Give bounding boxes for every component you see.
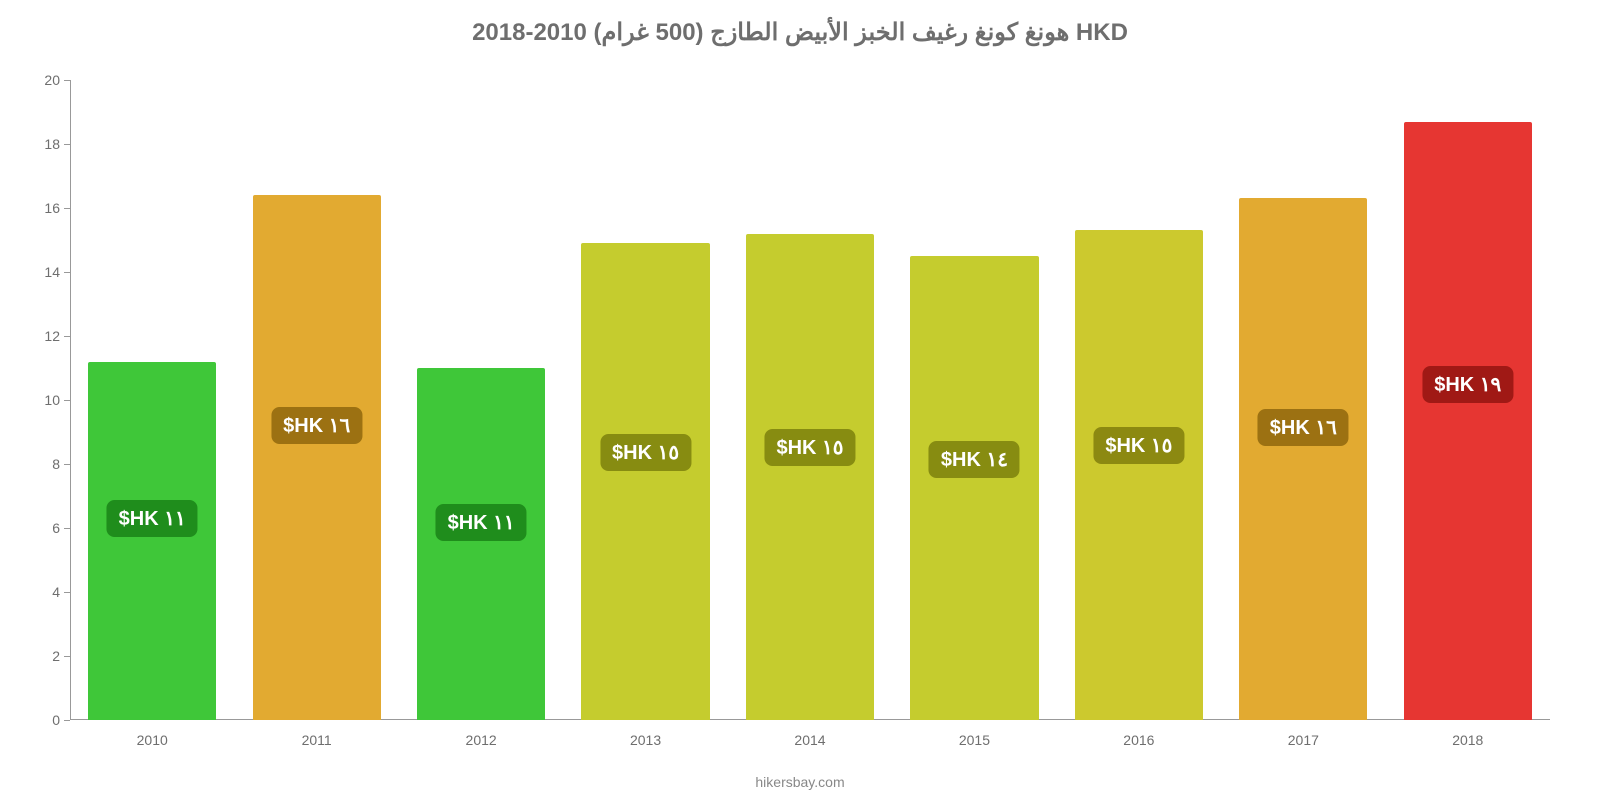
xtick-label: 2015 bbox=[959, 732, 990, 748]
bar: ١٥ HK$ bbox=[1075, 230, 1203, 720]
ytick-label: 16 bbox=[30, 200, 60, 216]
ytick-mark bbox=[64, 144, 70, 145]
ytick-label: 4 bbox=[30, 584, 60, 600]
bar: ١١ HK$ bbox=[417, 368, 545, 720]
xtick-label: 2010 bbox=[137, 732, 168, 748]
bar-value-label: ١١ HK$ bbox=[107, 500, 198, 537]
chart-title: هونغ كونغ رغيف الخبز الأبيض الطازج (500 … bbox=[0, 18, 1600, 47]
xtick-label: 2011 bbox=[302, 732, 332, 748]
ytick-mark bbox=[64, 272, 70, 273]
bar-value-label: ١٥ HK$ bbox=[600, 434, 691, 471]
bar-value-label: ١٥ HK$ bbox=[764, 429, 855, 466]
bar: ١١ HK$ bbox=[88, 362, 216, 720]
ytick-mark bbox=[64, 464, 70, 465]
ytick-mark bbox=[64, 80, 70, 81]
bar: ١٥ HK$ bbox=[746, 234, 874, 720]
bar-value-label: ١١ HK$ bbox=[436, 504, 527, 541]
xtick-label: 2013 bbox=[630, 732, 661, 748]
ytick-label: 14 bbox=[30, 264, 60, 280]
ytick-mark bbox=[64, 528, 70, 529]
xtick-label: 2017 bbox=[1288, 732, 1319, 748]
bar-value-label: ١٩ HK$ bbox=[1422, 366, 1513, 403]
bar-value-label: ١٦ HK$ bbox=[1258, 409, 1349, 446]
ytick-label: 18 bbox=[30, 136, 60, 152]
bar: ١٦ HK$ bbox=[1239, 198, 1367, 720]
ytick-label: 10 bbox=[30, 392, 60, 408]
ytick-mark bbox=[64, 720, 70, 721]
bar: ١٩ HK$ bbox=[1404, 122, 1532, 720]
plot-area: 02468101214161820١١ HK$2010١٦ HK$2011١١ … bbox=[70, 80, 1550, 720]
ytick-label: 2 bbox=[30, 648, 60, 664]
ytick-mark bbox=[64, 208, 70, 209]
xtick-label: 2016 bbox=[1123, 732, 1154, 748]
ytick-mark bbox=[64, 656, 70, 657]
bar: ١٥ HK$ bbox=[581, 243, 709, 720]
attribution-text: hikersbay.com bbox=[0, 774, 1600, 790]
ytick-label: 12 bbox=[30, 328, 60, 344]
ytick-mark bbox=[64, 400, 70, 401]
xtick-label: 2012 bbox=[466, 732, 497, 748]
chart-container: هونغ كونغ رغيف الخبز الأبيض الطازج (500 … bbox=[0, 0, 1600, 800]
ytick-mark bbox=[64, 592, 70, 593]
bar-value-label: ١٤ HK$ bbox=[929, 441, 1020, 478]
bar-value-label: ١٦ HK$ bbox=[271, 407, 362, 444]
ytick-label: 8 bbox=[30, 456, 60, 472]
ytick-label: 20 bbox=[30, 72, 60, 88]
xtick-label: 2014 bbox=[794, 732, 825, 748]
ytick-label: 0 bbox=[30, 712, 60, 728]
ytick-mark bbox=[64, 336, 70, 337]
y-axis-line bbox=[70, 80, 71, 720]
bar: ١٤ HK$ bbox=[910, 256, 1038, 720]
bar-value-label: ١٥ HK$ bbox=[1093, 427, 1184, 464]
bar: ١٦ HK$ bbox=[253, 195, 381, 720]
xtick-label: 2018 bbox=[1452, 732, 1483, 748]
ytick-label: 6 bbox=[30, 520, 60, 536]
